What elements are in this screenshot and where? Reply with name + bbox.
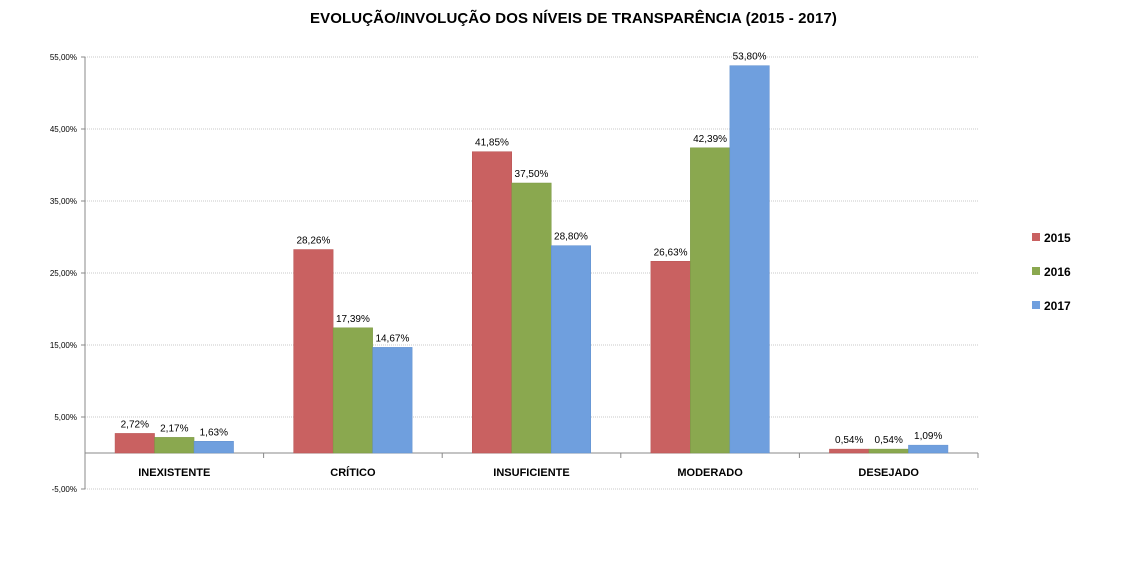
bar-2017-4 <box>908 444 949 454</box>
data-label: 17,39% <box>336 314 370 325</box>
data-label: 41,85% <box>475 138 509 149</box>
legend-label: 2017 <box>1044 299 1071 313</box>
bar-2016-4 <box>868 448 909 454</box>
bar-2016-1 <box>332 327 373 454</box>
bar-2016-3 <box>690 147 731 454</box>
data-label: 26,63% <box>654 247 688 258</box>
bar-2015-1 <box>293 249 334 454</box>
y-tick-label: 25,00% <box>50 269 77 278</box>
data-label: 28,80% <box>554 232 588 243</box>
data-label: 0,54% <box>835 435 863 446</box>
legend-swatch-2015 <box>1032 233 1040 241</box>
data-label: 2,17% <box>160 423 188 434</box>
bar-2017-2 <box>551 245 591 454</box>
y-tick-label: 5,00% <box>54 413 77 422</box>
y-tick-label: 55,00% <box>50 53 77 62</box>
bar-2015-0 <box>114 433 155 454</box>
bar-2016-0 <box>154 437 195 454</box>
legend-label: 2016 <box>1044 265 1071 279</box>
data-label: 28,26% <box>296 236 330 247</box>
data-label: 1,09% <box>914 431 942 442</box>
data-label: 2,72% <box>121 419 149 430</box>
chart-title: EVOLUÇÃO/INVOLUÇÃO DOS NÍVEIS DE TRANSPA… <box>310 10 837 27</box>
category-label: INSUFICIENTE <box>493 467 569 479</box>
bar-2017-0 <box>193 441 234 454</box>
data-label: 42,39% <box>693 134 727 145</box>
bar-2016-2 <box>511 182 552 454</box>
data-label: 14,67% <box>375 333 409 344</box>
data-label: 1,63% <box>200 427 228 438</box>
bar-2017-1 <box>372 347 413 454</box>
legend-swatch-2017 <box>1032 301 1040 309</box>
category-label: DESEJADO <box>858 467 919 479</box>
data-label: 53,80% <box>733 52 767 63</box>
bar-2015-4 <box>829 448 870 454</box>
y-tick-label: 15,00% <box>50 341 77 350</box>
data-label: 0,54% <box>875 435 903 446</box>
legend-label: 2015 <box>1044 231 1071 245</box>
bar-2017-3 <box>729 65 770 454</box>
bar-2015-3 <box>650 261 691 454</box>
y-tick-label: 45,00% <box>50 125 77 134</box>
category-label: INEXISTENTE <box>138 467 210 479</box>
legend-swatch-2016 <box>1032 267 1040 275</box>
bar-2015-2 <box>472 151 512 454</box>
category-label: MODERADO <box>677 467 743 479</box>
y-tick-label: -5,00% <box>52 485 77 494</box>
y-tick-label: 35,00% <box>50 197 77 206</box>
category-label: CRÍTICO <box>330 466 376 479</box>
data-label: 37,50% <box>515 169 549 180</box>
